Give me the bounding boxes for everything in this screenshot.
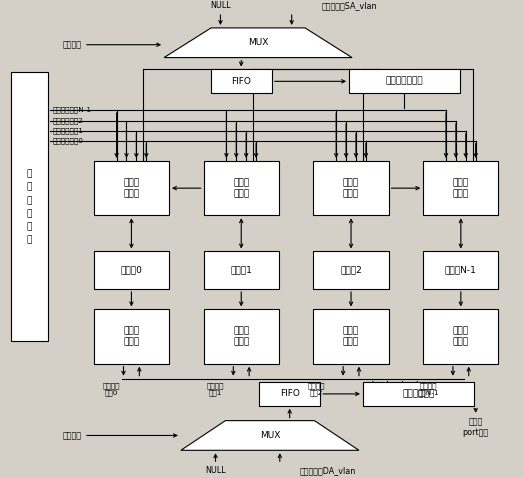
Text: FIFO: FIFO bbox=[280, 390, 300, 399]
Text: 转发表优先选择: 转发表优先选择 bbox=[386, 77, 423, 86]
FancyBboxPatch shape bbox=[94, 309, 169, 364]
Text: 训练控
制模块: 训练控 制模块 bbox=[123, 178, 139, 198]
FancyBboxPatch shape bbox=[204, 309, 279, 364]
Text: 哈希算子参数1: 哈希算子参数1 bbox=[52, 128, 83, 134]
FancyBboxPatch shape bbox=[94, 251, 169, 289]
Text: 训练进入的SA_vlan: 训练进入的SA_vlan bbox=[321, 1, 377, 10]
Text: 查询进入的DA_vlan: 查询进入的DA_vlan bbox=[300, 466, 356, 475]
Text: 工作使能: 工作使能 bbox=[63, 40, 82, 49]
FancyBboxPatch shape bbox=[313, 309, 389, 364]
Text: 转发表0: 转发表0 bbox=[121, 266, 143, 275]
Text: 哈希算子参数N-1: 哈希算子参数N-1 bbox=[52, 107, 91, 113]
Polygon shape bbox=[164, 28, 352, 57]
Text: 转发表N-1: 转发表N-1 bbox=[445, 266, 477, 275]
FancyBboxPatch shape bbox=[211, 69, 272, 93]
FancyBboxPatch shape bbox=[259, 382, 320, 406]
FancyBboxPatch shape bbox=[313, 251, 389, 289]
Text: 训练控
制模块: 训练控 制模块 bbox=[343, 178, 359, 198]
Text: 哈希算子
参数N-1: 哈希算子 参数N-1 bbox=[418, 382, 439, 396]
Text: 训练控
制模块: 训练控 制模块 bbox=[233, 178, 249, 198]
Text: NULL: NULL bbox=[210, 1, 231, 10]
FancyBboxPatch shape bbox=[313, 161, 389, 216]
FancyBboxPatch shape bbox=[423, 251, 498, 289]
Polygon shape bbox=[181, 421, 359, 450]
Text: 输出比较电路: 输出比较电路 bbox=[402, 390, 434, 399]
Text: 查询的
port结果: 查询的 port结果 bbox=[463, 418, 489, 437]
FancyBboxPatch shape bbox=[349, 69, 460, 93]
Text: 哈希算子
参数0: 哈希算子 参数0 bbox=[103, 382, 121, 396]
Text: 训练控
制模块: 训练控 制模块 bbox=[453, 178, 469, 198]
Text: 哈希算子参数2: 哈希算子参数2 bbox=[52, 118, 83, 124]
Text: 哈希算子参数0: 哈希算子参数0 bbox=[52, 137, 83, 144]
Text: 哈希算子
参数1: 哈希算子 参数1 bbox=[207, 382, 224, 396]
FancyBboxPatch shape bbox=[204, 251, 279, 289]
FancyBboxPatch shape bbox=[10, 73, 48, 341]
Text: FIFO: FIFO bbox=[231, 77, 251, 86]
Text: 哈希算子
参数2: 哈希算子 参数2 bbox=[308, 382, 325, 396]
Text: NULL: NULL bbox=[205, 466, 226, 475]
Text: 查询控
制模块: 查询控 制模块 bbox=[233, 326, 249, 347]
FancyBboxPatch shape bbox=[94, 161, 169, 216]
FancyBboxPatch shape bbox=[423, 309, 498, 364]
Text: 查询控
制模块: 查询控 制模块 bbox=[453, 326, 469, 347]
Text: 转发表1: 转发表1 bbox=[230, 266, 252, 275]
FancyBboxPatch shape bbox=[204, 161, 279, 216]
Text: MUX: MUX bbox=[260, 431, 280, 440]
FancyBboxPatch shape bbox=[423, 161, 498, 216]
Text: 查询控
制模块: 查询控 制模块 bbox=[123, 326, 139, 347]
Text: MUX: MUX bbox=[248, 38, 268, 47]
FancyBboxPatch shape bbox=[363, 382, 474, 406]
Text: 查询控
制模块: 查询控 制模块 bbox=[343, 326, 359, 347]
Text: 工作使能: 工作使能 bbox=[63, 431, 82, 440]
Text: 转发表2: 转发表2 bbox=[340, 266, 362, 275]
Text: 顶
层
控
制
模
块: 顶 层 控 制 模 块 bbox=[27, 170, 32, 244]
